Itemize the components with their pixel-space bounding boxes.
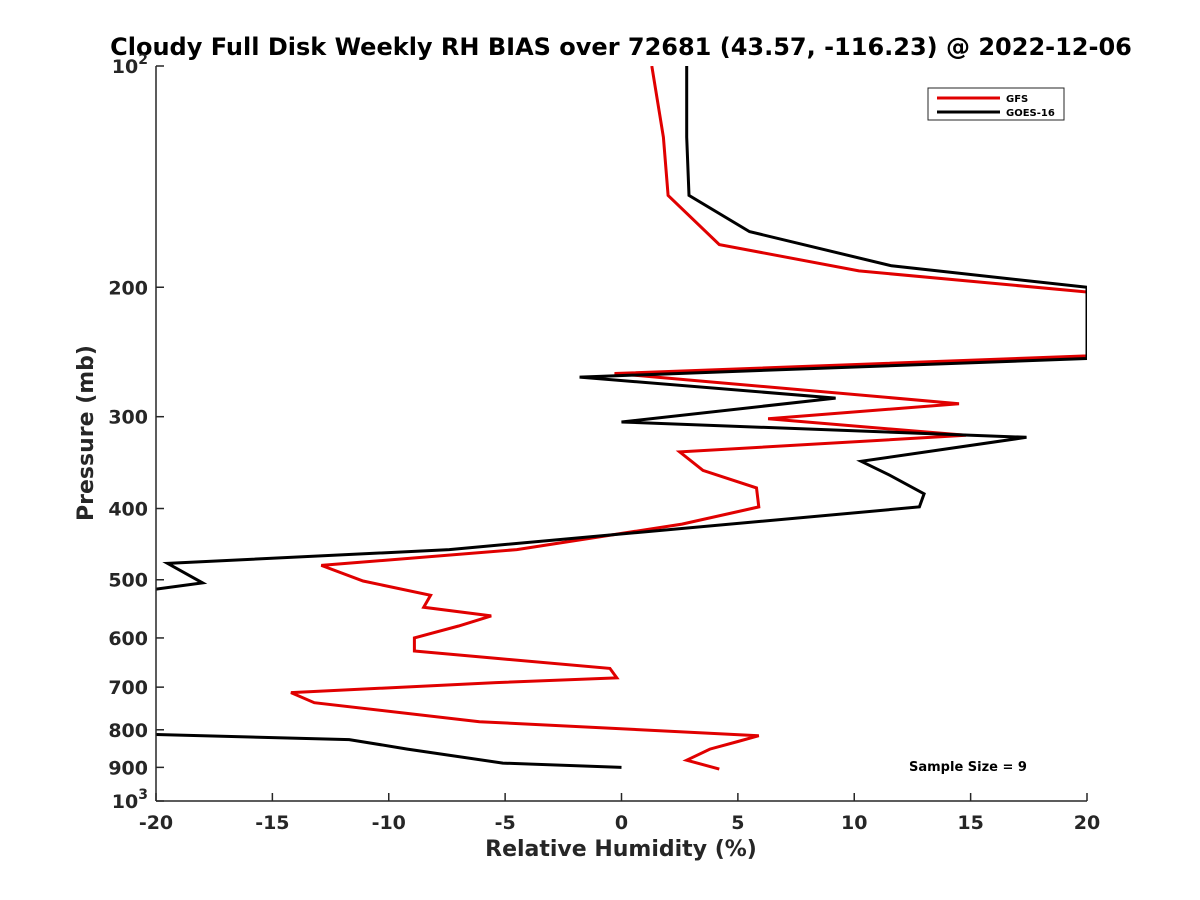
x-axis-label: Relative Humidity (%) — [485, 837, 757, 862]
legend-label: GFS — [1006, 94, 1028, 105]
series-layer — [156, 66, 1087, 771]
x-tick-label: -15 — [255, 812, 289, 834]
series-line-goes-16-2 — [156, 733, 622, 769]
x-tick-label: 0 — [615, 812, 628, 834]
y-tick-label: 400 — [108, 499, 148, 521]
x-tick-label: -20 — [139, 812, 173, 834]
x-tick-label: -5 — [495, 812, 516, 834]
x-tick-label: -10 — [372, 812, 406, 834]
x-tick-label: 10 — [841, 812, 867, 834]
x-tick-label: 5 — [731, 812, 744, 834]
legend: GFS GOES-16 — [927, 87, 1065, 121]
x-ticks: -20 -15 -10 -5 0 5 10 15 20 — [139, 793, 1100, 834]
legend-label: GOES-16 — [1006, 108, 1055, 119]
series-line-gfs-0 — [290, 66, 1087, 771]
legend-box — [927, 87, 1065, 121]
y-tick-label: 103 — [112, 787, 148, 813]
y-tick-label: 900 — [108, 757, 148, 779]
chart-title: Cloudy Full Disk Weekly RH BIAS over 726… — [110, 33, 1132, 61]
y-tick-label: 200 — [108, 277, 148, 299]
y-tick-label: 300 — [108, 407, 148, 429]
y-tick-label: 600 — [108, 628, 148, 650]
y-axis-label: Pressure (mb) — [74, 345, 99, 521]
x-tick-label: 20 — [1074, 812, 1100, 834]
y-tick-label: 500 — [108, 570, 148, 592]
x-tick-label: 15 — [957, 812, 983, 834]
sample-size-annotation: Sample Size = 9 — [909, 760, 1027, 775]
y-tick-label: 102 — [112, 52, 148, 78]
y-ticks: 102 200 300 400 500 600 700 800 900 103 — [108, 52, 164, 813]
series-line-goes-16-1 — [156, 66, 1087, 591]
y-tick-label: 800 — [108, 720, 148, 742]
y-tick-label: 700 — [108, 677, 148, 699]
